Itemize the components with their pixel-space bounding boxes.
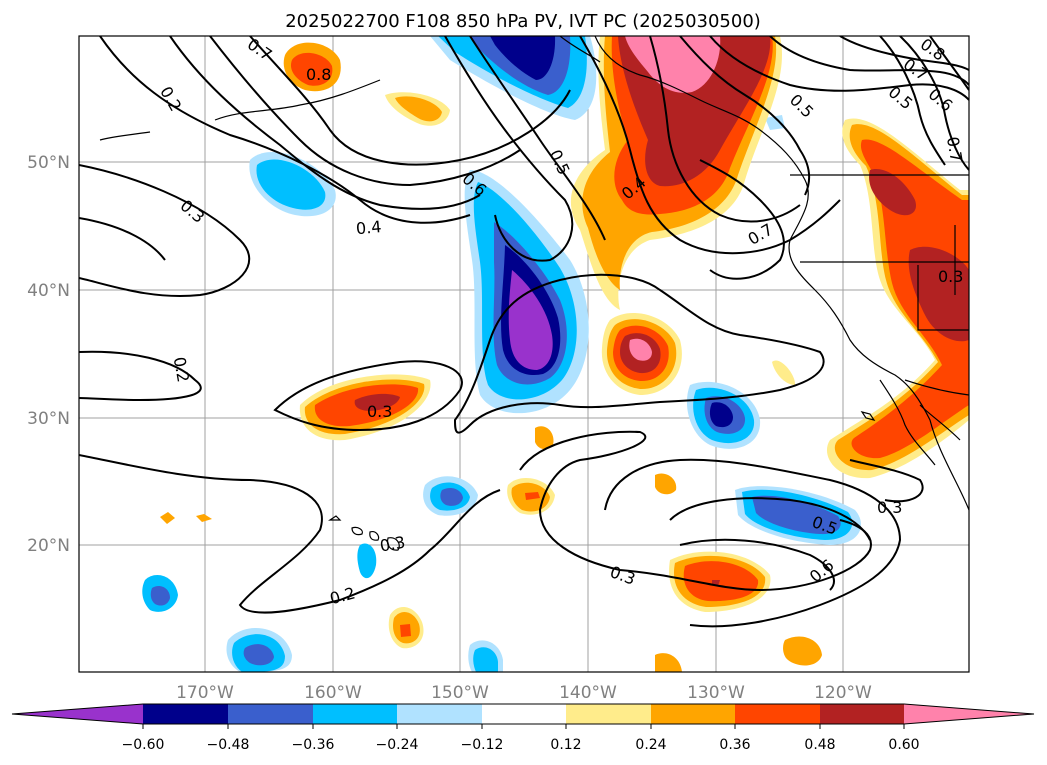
lat-label-20n: 20°N (27, 536, 70, 556)
coastlines (99, 36, 969, 511)
lat-label-50n: 50°N (27, 153, 70, 173)
lon-label-150w: 150°W (431, 683, 489, 703)
colorbar-bin (566, 704, 651, 724)
colorbar-bin (820, 704, 904, 724)
colorbar-extend-high (904, 704, 1034, 724)
colorbar-tick-label: −0.60 (122, 737, 165, 753)
colorbar-bin (397, 704, 482, 724)
colorbar-tick-label: 0.60 (888, 737, 919, 753)
colorbar-extend-low (12, 704, 143, 724)
colorbar-bin (143, 704, 228, 724)
contour-label-0.2b: 0.2 (170, 355, 193, 383)
map-frame (78, 35, 970, 673)
colorbar: −0.60 −0.48 −0.36 −0.24 −0.12 0.12 0.24 … (11, 703, 1035, 753)
contour-label-0.3f: 0.3 (938, 267, 963, 286)
colorbar-tick-label: −0.36 (292, 737, 335, 753)
positive-pv-fields (160, 36, 969, 672)
contour-label-0.7d: 0.7 (943, 135, 966, 163)
lon-label-120w: 120°W (814, 683, 872, 703)
contour-label-0.3b: 0.3 (367, 402, 392, 421)
contour-label-0.8: 0.8 (306, 65, 331, 84)
map-title: 2025022700 F108 850 hPa PV, IVT PC (2025… (285, 11, 761, 32)
colorbar-tick-label: −0.24 (376, 737, 419, 753)
map-panel: 0.8 0.7 0.2 0.3 0.4 0.6 0.5 0.4 0.5 0.7 … (79, 36, 969, 672)
ivt-contours (79, 36, 969, 628)
lon-label-170w: 170°W (176, 683, 234, 703)
colorbar-tick-label: 0.12 (550, 737, 581, 753)
latitude-labels: 50°N 40°N 30°N 20°N (27, 153, 70, 556)
colorbar-tick-label: 0.48 (804, 737, 835, 753)
lon-label-140w: 140°W (559, 683, 617, 703)
lat-label-40n: 40°N (27, 281, 70, 301)
lat-label-30n: 30°N (27, 409, 70, 429)
lon-label-160w: 160°W (304, 683, 362, 703)
colorbar-tick-label: −0.12 (461, 737, 504, 753)
colorbar-tick-label: 0.36 (719, 737, 750, 753)
longitude-labels: 170°W 160°W 150°W 140°W 130°W 120°W (176, 683, 872, 703)
colorbar-bin (735, 704, 820, 724)
colorbar-tick-label: −0.48 (207, 737, 250, 753)
colorbar-tick-label: 0.24 (635, 737, 666, 753)
colorbar-bin (482, 704, 566, 724)
lon-label-130w: 130°W (687, 683, 745, 703)
contour-label-0.3c: 0.3 (378, 532, 406, 555)
colorbar-bin (313, 704, 397, 724)
colorbar-bin (651, 704, 735, 724)
contour-label-0.3e: 0.3 (877, 498, 902, 517)
contour-label-0.4a: 0.4 (355, 217, 382, 238)
colorbar-bin (228, 704, 313, 724)
islands (328, 411, 876, 551)
